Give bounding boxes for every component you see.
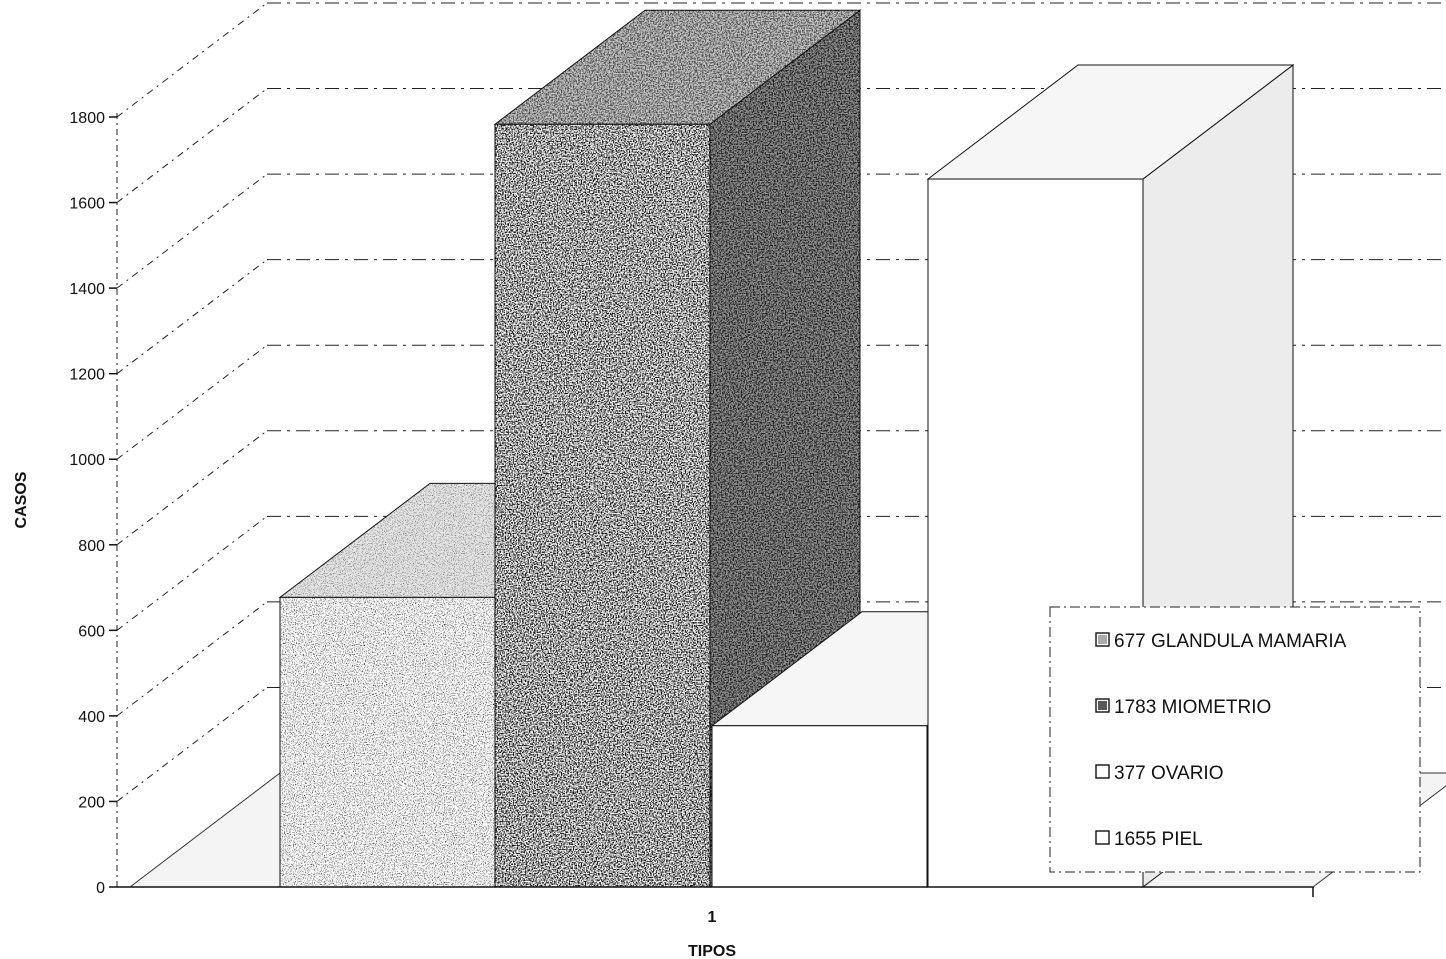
y-axis-title: CASOS [13, 471, 30, 528]
y-tick-label: 1600 [69, 196, 105, 213]
gridline-side [116, 515, 268, 631]
y-tick-label: 0 [96, 880, 105, 897]
y-tick-label: 1800 [69, 110, 105, 127]
gridline-side [116, 173, 268, 289]
bar-top-texture [495, 10, 860, 125]
legend-box [1049, 606, 1421, 873]
legend-label: 377 OVARIO [1114, 763, 1223, 784]
y-tick-label: 200 [78, 794, 105, 811]
gridline-side [116, 430, 268, 546]
bars [278, 9, 1295, 889]
y-tick-label: 1000 [69, 452, 105, 469]
y-tick-label: 1200 [69, 367, 105, 384]
y-tick-label: 600 [78, 623, 105, 640]
gridline-side [116, 344, 268, 460]
legend-swatch-pattern [1098, 635, 1107, 644]
legend-label: 1783 MIOMETRIO [1114, 697, 1271, 718]
bar-front [711, 725, 928, 888]
legend-label: 1655 PIEL [1114, 829, 1203, 850]
bar [493, 9, 862, 889]
legend-label: 677 GLANDULA MAMARIA [1114, 631, 1347, 652]
y-tick-label: 400 [78, 709, 105, 726]
y-tick-label: 800 [78, 538, 105, 555]
x-axis: 1 [117, 886, 1314, 926]
gridline-side [116, 2, 268, 118]
gridline-side [116, 601, 268, 717]
gridline-side [116, 687, 268, 802]
gridline-side [116, 259, 268, 375]
x-tick-label: 1 [708, 909, 717, 926]
x-axis-title: TIPOS [688, 943, 736, 959]
legend-swatch [1095, 764, 1110, 779]
y-axis: 0 200 400 600 800 1000 1200 1400 1600 1800 [69, 110, 118, 897]
bar-texture [495, 124, 710, 888]
legend-swatch-pattern [1098, 701, 1107, 710]
bar-texture [280, 597, 495, 887]
legend-swatch [1095, 830, 1110, 845]
y-tick-label: 1400 [69, 281, 105, 298]
gridline-side [116, 88, 268, 203]
legend: 677 GLANDULA MAMARIA 1783 MIOMETRIO 377 OV… [1049, 606, 1421, 873]
